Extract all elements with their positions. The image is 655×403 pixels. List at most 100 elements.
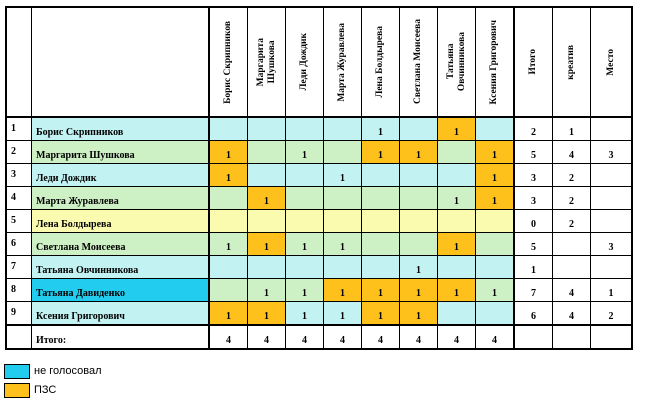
total-cell-text: 3 bbox=[531, 173, 536, 184]
vote-cell: 1 bbox=[285, 232, 324, 256]
place-cell: 1 bbox=[590, 278, 633, 302]
total-cell: 0 bbox=[513, 209, 553, 233]
vote-cell: 1 bbox=[399, 301, 438, 326]
row-number: 5 bbox=[5, 209, 32, 233]
row-number-text: 7 bbox=[11, 260, 16, 272]
row-number: 7 bbox=[5, 255, 32, 279]
vote-cell: 1 bbox=[323, 278, 362, 302]
vote-cell-text: 1 bbox=[454, 288, 459, 299]
vote-cell: 1 bbox=[208, 232, 248, 256]
total-cell: 3 bbox=[513, 186, 553, 210]
total-cell-text: 0 bbox=[531, 219, 536, 230]
place-cell bbox=[590, 116, 633, 141]
vote-cell bbox=[208, 278, 248, 302]
vote-cell-text: 1 bbox=[264, 196, 269, 207]
row-number: 1 bbox=[5, 116, 32, 141]
footer-place bbox=[590, 324, 633, 350]
footer-total-cell: 4 bbox=[208, 324, 248, 350]
vote-cell: 1 bbox=[475, 140, 515, 164]
vote-cell: 1 bbox=[437, 186, 476, 210]
voting-table: Борис Скрипников Маргарита Шушкова Леди До… bbox=[5, 6, 633, 350]
vote-cell-text: 1 bbox=[492, 150, 497, 161]
place-cell-text: 1 bbox=[608, 288, 614, 299]
vote-cell: 1 bbox=[361, 116, 400, 141]
vote-cell: 1 bbox=[323, 163, 362, 187]
creative-header-text: креатив bbox=[566, 44, 576, 80]
row-number: 3 bbox=[5, 163, 32, 187]
footer-num bbox=[5, 324, 32, 350]
legend-swatch bbox=[4, 364, 30, 379]
vote-cell: 1 bbox=[475, 186, 515, 210]
creative-cell: 2 bbox=[552, 186, 591, 210]
vote-cell bbox=[437, 301, 476, 326]
footer-total-cell: 4 bbox=[399, 324, 438, 350]
creative-cell-text: 4 bbox=[569, 311, 574, 322]
participant-name-text: Ксения Григорович bbox=[36, 311, 125, 322]
footer-total-cell-text: 4 bbox=[264, 335, 269, 346]
total-cell: 5 bbox=[513, 140, 553, 164]
vote-cell-text: 1 bbox=[454, 127, 459, 138]
participant-name-text: Татьяна Овчинникова bbox=[36, 265, 139, 276]
vote-cell bbox=[208, 116, 248, 141]
vote-cell-text: 1 bbox=[340, 173, 345, 184]
vote-cell-text: 1 bbox=[492, 173, 497, 184]
vote-cell bbox=[399, 116, 438, 141]
vote-cell bbox=[323, 209, 362, 233]
footer-total-cell-text: 4 bbox=[416, 335, 421, 346]
footer-total-cell: 4 bbox=[247, 324, 286, 350]
vote-cell-text: 1 bbox=[302, 311, 307, 322]
creative-cell: 1 bbox=[552, 116, 591, 141]
creative-header: креатив bbox=[552, 6, 591, 118]
vote-cell bbox=[323, 116, 362, 141]
column-header: Марта Журавлева bbox=[323, 6, 362, 118]
place-cell-text: 3 bbox=[608, 242, 614, 253]
vote-cell-text: 1 bbox=[264, 311, 269, 322]
table-row: 4 Марта Журавлева 1 1 1 3 2 bbox=[5, 186, 633, 210]
table-row: 2 Маргарита Шушкова 1 1 1 1 1 5 4 3 bbox=[5, 140, 633, 164]
creative-cell: 2 bbox=[552, 163, 591, 187]
creative-cell: 2 bbox=[552, 209, 591, 233]
column-header: Борис Скрипников bbox=[208, 6, 248, 118]
vote-cell bbox=[361, 232, 400, 256]
row-number-text: 4 bbox=[11, 191, 16, 203]
column-header: Лена Болдырева bbox=[361, 6, 400, 118]
vote-cell bbox=[323, 255, 362, 279]
place-cell: 3 bbox=[590, 140, 633, 164]
vote-cell: 1 bbox=[208, 301, 248, 326]
column-header-text: Марта Журавлева bbox=[337, 22, 347, 102]
vote-cell-text bbox=[439, 322, 475, 324]
vote-cell bbox=[247, 140, 286, 164]
footer-total-cell: 4 bbox=[475, 324, 515, 350]
column-header-text: Ксения Григорович bbox=[489, 19, 499, 105]
participant-name-text: Марта Журавлева bbox=[36, 196, 119, 207]
vote-cell-text: 1 bbox=[416, 311, 421, 322]
vote-cell: 1 bbox=[399, 278, 438, 302]
table-row: 9 Ксения Григорович 1 1 1 1 1 1 6 4 2 bbox=[5, 301, 633, 326]
vote-cell bbox=[208, 186, 248, 210]
total-cell: 5 bbox=[513, 232, 553, 256]
vote-cell bbox=[285, 186, 324, 210]
participant-name: Лена Болдырева bbox=[31, 209, 210, 233]
vote-cell bbox=[437, 140, 476, 164]
vote-cell bbox=[247, 209, 286, 233]
vote-cell-text: 1 bbox=[340, 288, 345, 299]
row-number-text: 8 bbox=[11, 283, 16, 295]
vote-cell bbox=[475, 255, 515, 279]
row-number: 2 bbox=[5, 140, 32, 164]
vote-cell-text: 1 bbox=[226, 311, 231, 322]
vote-cell bbox=[475, 232, 515, 256]
participant-name-text: Маргарита Шушкова bbox=[36, 150, 135, 161]
vote-cell bbox=[475, 116, 515, 141]
column-header-text: Маргарита Шушкова bbox=[255, 37, 277, 87]
vote-cell bbox=[247, 163, 286, 187]
place-cell-text: 3 bbox=[608, 150, 614, 161]
vote-cell bbox=[247, 255, 286, 279]
vote-cell bbox=[361, 255, 400, 279]
creative-cell-text: 4 bbox=[569, 288, 574, 299]
vote-cell-text: 1 bbox=[226, 242, 231, 253]
vote-cell: 1 bbox=[247, 232, 286, 256]
footer-total-cell-text: 4 bbox=[340, 335, 345, 346]
participant-name: Татьяна Овчинникова bbox=[31, 255, 210, 279]
vote-cell: 1 bbox=[399, 140, 438, 164]
participant-name-text: Лена Болдырева bbox=[36, 219, 112, 230]
